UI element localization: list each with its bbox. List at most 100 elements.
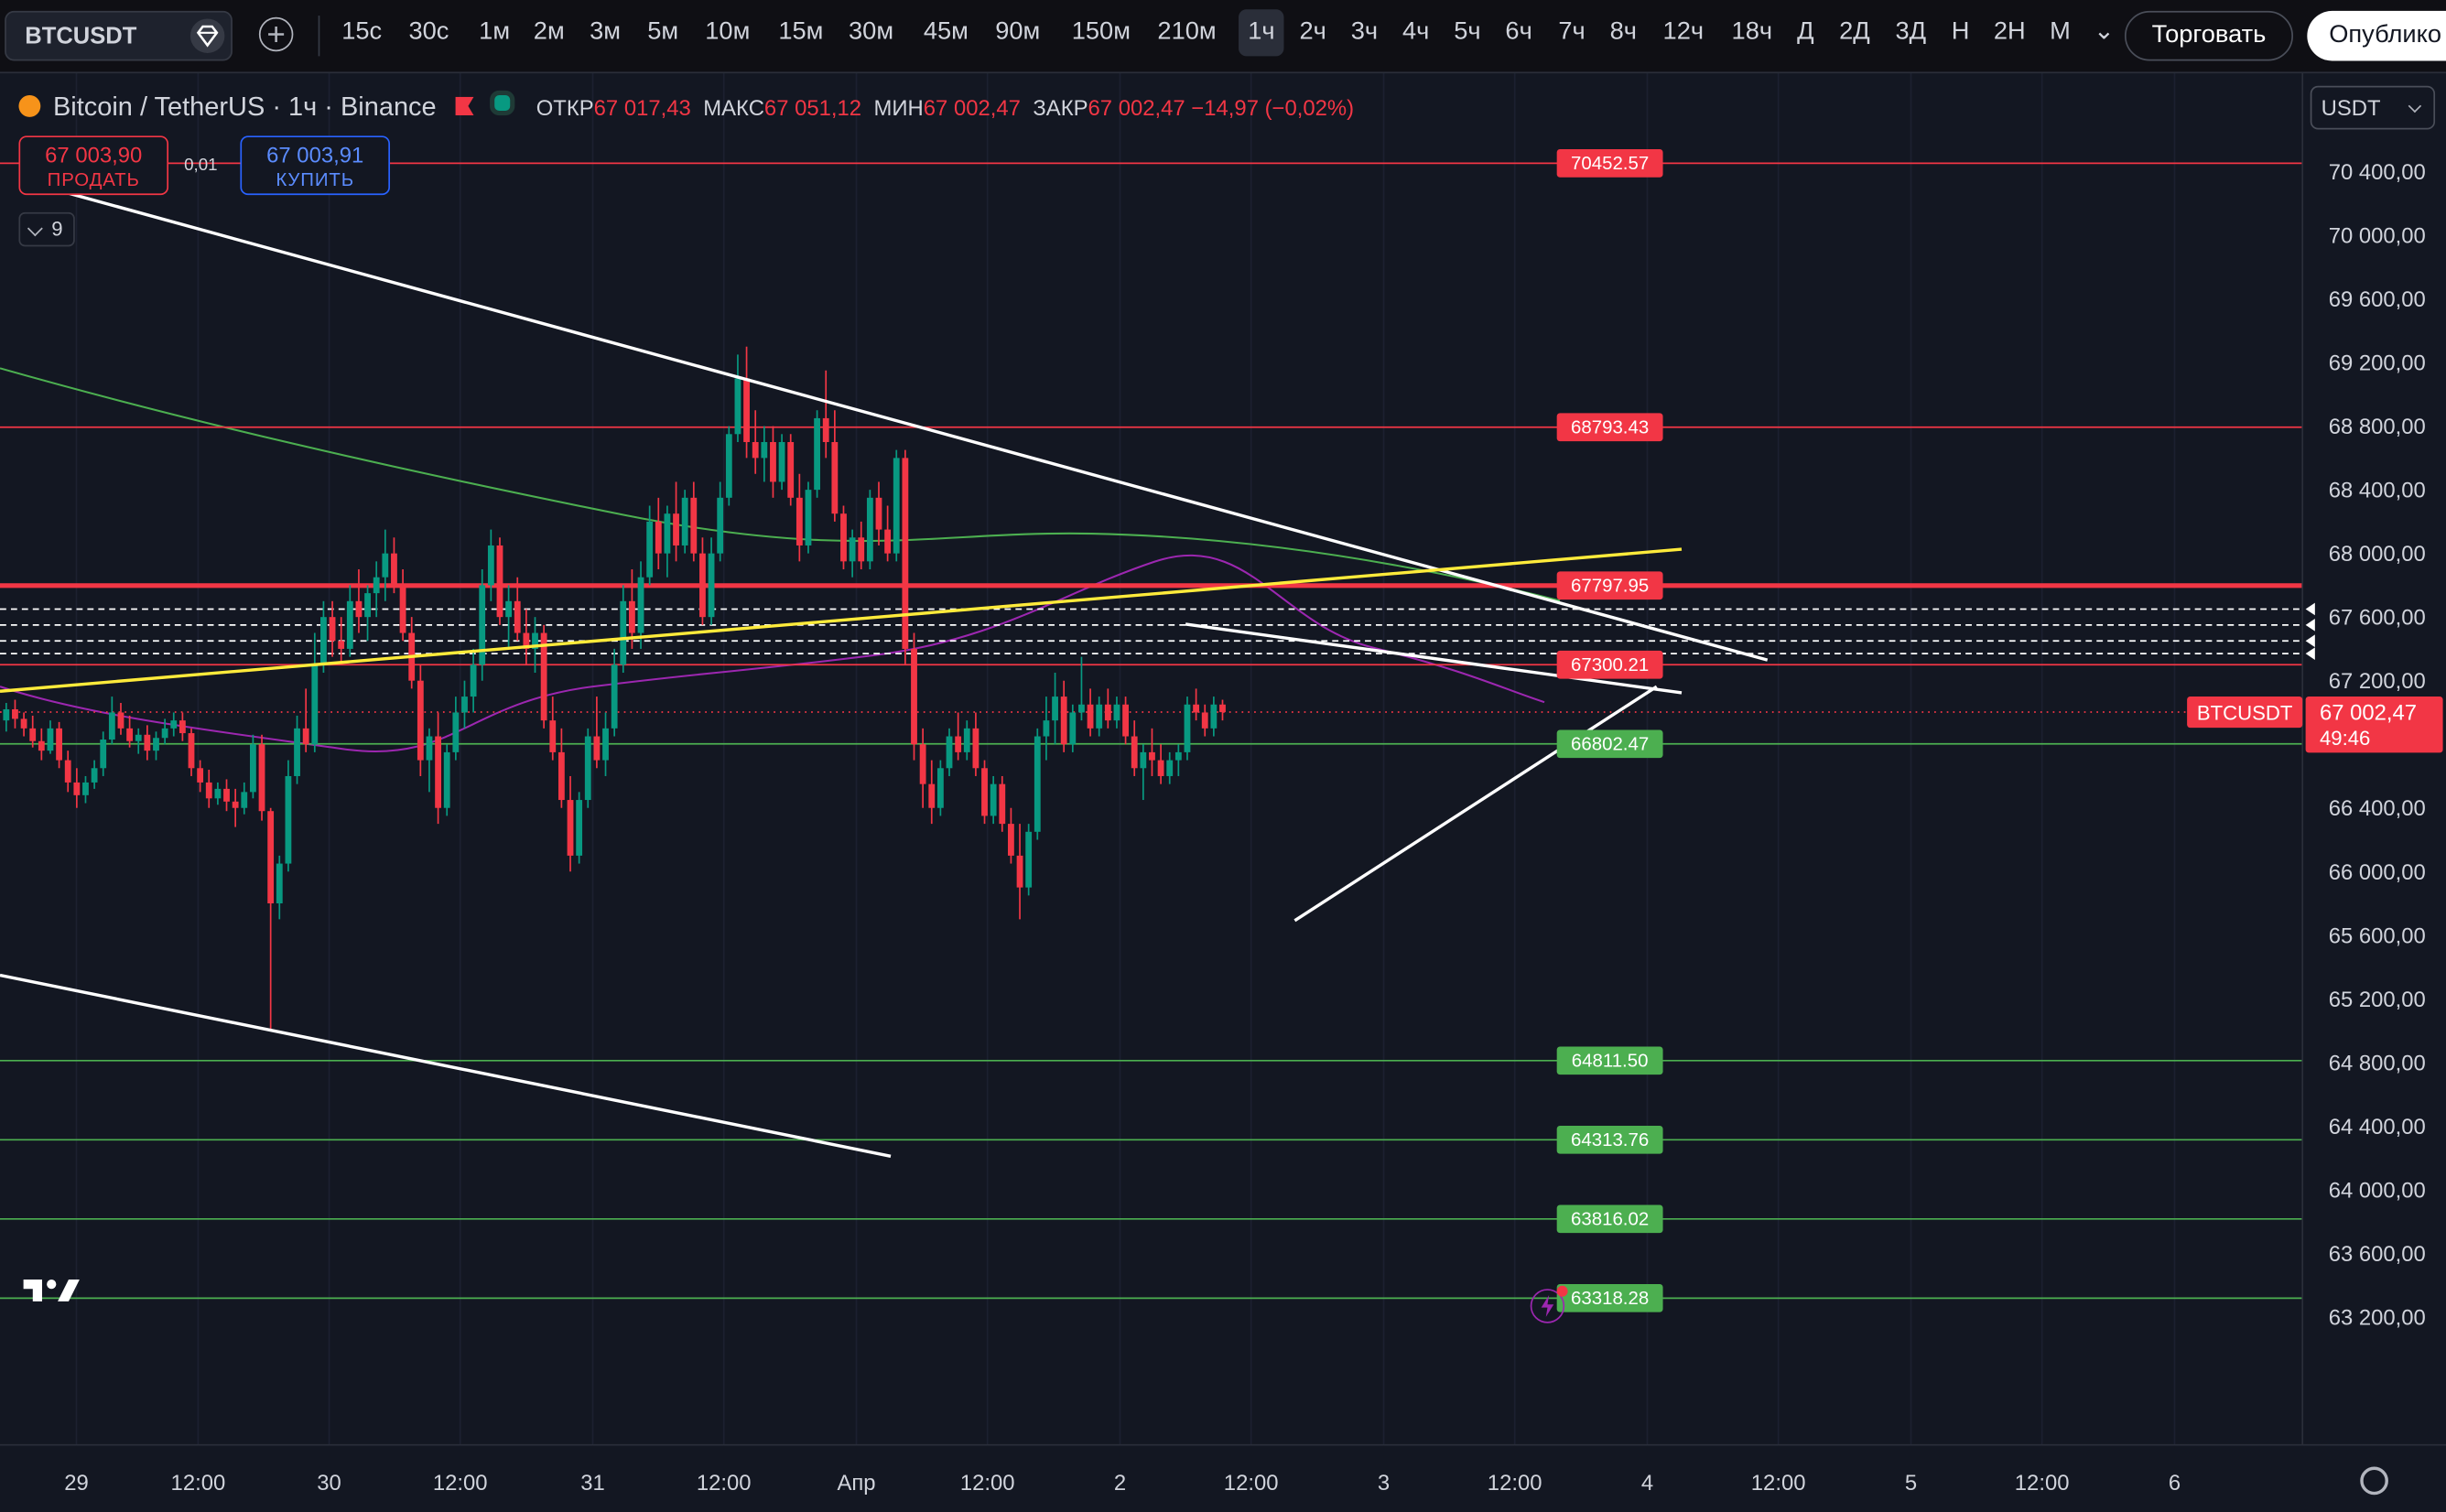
sell-button[interactable]: 67 003,90 ПРОДАТЬ [18,135,169,196]
timeframe-20[interactable]: 8ч [1609,18,1637,46]
time-tick-label: 3 [1378,1471,1390,1496]
price-tick-label: 68 400,00 [2329,479,2426,503]
time-tick-label: 2 [1114,1471,1126,1496]
last-price-value: 67 002,47 [2320,701,2417,726]
timeframe-15[interactable]: 3ч [1350,18,1379,46]
market-status-icon[interactable] [489,90,514,116]
timeframe-25[interactable]: 3Д [1895,18,1927,46]
dashed-level-marker [2305,619,2315,632]
candle-body [73,782,81,795]
symbol-title[interactable]: Bitcoin / TetherUS · 1ч · Binance [52,92,437,122]
tradingview-logo-icon[interactable] [23,1277,80,1305]
timeframe-7[interactable]: 15м [778,18,824,46]
candle-body [734,378,741,435]
level-badge [1556,149,1663,178]
candle-body [426,736,433,761]
symbol-search[interactable]: BTCUSDT [5,10,233,61]
timeframe-12[interactable]: 210м [1157,18,1217,46]
level-badge [1556,1125,1663,1154]
timeframe-23[interactable]: Д [1797,18,1814,46]
level-badge [1556,1283,1663,1312]
candle-body [276,863,283,904]
level-badge [1556,571,1663,600]
candle-body [955,736,962,752]
timeframe-13[interactable]: 1ч [1239,9,1284,57]
timeframe-9[interactable]: 45м [923,18,969,46]
spread-value: 0,01 [184,156,218,175]
currency-select[interactable]: USDT [2310,85,2436,130]
timeframe-10[interactable]: 90м [995,18,1041,46]
time-tick-label: 12:00 [697,1471,752,1496]
chevron-down-icon[interactable]: ⌄ [2093,18,2115,46]
time-tick-label: 12:00 [1751,1471,1806,1496]
candle-body [725,434,732,498]
open-value: 67 017,43 [593,94,691,121]
diamond-icon[interactable] [189,18,225,53]
compare-plus-icon[interactable] [258,16,294,52]
timeframe-28[interactable]: М [2050,18,2071,46]
buy-label: КУПИТЬ [276,168,354,190]
timeframe-19[interactable]: 7ч [1558,18,1586,46]
timeframe-21[interactable]: 12ч [1662,18,1705,46]
dashed-level-marker [2305,602,2315,616]
timeframe-24[interactable]: 2Д [1839,18,1870,46]
timeframe-8[interactable]: 30м [849,18,894,46]
timeframe-6[interactable]: 10м [705,18,751,46]
timeframe-2[interactable]: 1м [479,18,511,46]
candle-body [567,800,574,856]
close-value: 67 002,47 [1088,94,1185,121]
timeframe-26[interactable]: Н [1951,18,1970,46]
timeframe-0[interactable]: 15с [341,18,383,46]
candle-body [258,744,265,812]
candle-body [461,697,468,713]
countdown-value: 49:46 [2320,727,2370,750]
candle-body [12,708,18,719]
lightning-icon[interactable] [1530,1285,1568,1323]
price-tick-label: 63 200,00 [2329,1305,2426,1330]
timeframe-16[interactable]: 4ч [1402,18,1430,46]
settings-gear-icon[interactable] [2360,1466,2388,1496]
time-tick-label: 12:00 [433,1471,488,1496]
ma-purple-line [0,555,1545,753]
candle-body [602,728,609,761]
timeframe-1[interactable]: 30с [408,18,449,46]
price-tick-label: 64 000,00 [2329,1178,2426,1203]
candle-body [249,744,256,793]
timeframe-4[interactable]: 3м [590,18,622,46]
buy-button[interactable]: 67 003,91 КУПИТЬ [240,135,391,196]
timeframe-22[interactable]: 18ч [1731,18,1773,46]
level-badge-label: 66802.47 [1571,734,1649,755]
candle-body [1157,760,1164,776]
candle-body [1096,704,1103,729]
timeframe-11[interactable]: 150м [1071,18,1131,46]
timeframe-14[interactable]: 2ч [1299,18,1326,46]
level-badge-label: 67797.95 [1571,576,1649,597]
candle-body [1210,704,1218,729]
indicators-toggle[interactable]: 9 [18,211,75,247]
timeframe-27[interactable]: 2Н [1993,18,2026,46]
timeframe-3[interactable]: 2м [533,18,565,46]
candle-body [1104,704,1111,721]
timeframe-5[interactable]: 5м [647,18,679,46]
candle-body [3,708,10,721]
buy-price: 67 003,91 [266,142,364,167]
flag-icon[interactable] [455,96,474,116]
level-badge [1556,729,1663,759]
candle-body [108,712,115,740]
timeframe-18[interactable]: 6ч [1505,18,1532,46]
price-tick-label: 63 600,00 [2329,1242,2426,1267]
symbol-label: BTCUSDT [25,23,137,50]
level-badge-label: 64313.76 [1571,1129,1649,1150]
time-tick-label: 30 [317,1471,341,1496]
candle-body [875,497,882,530]
publish-button[interactable]: Опублико [2307,10,2446,61]
triangle-upper-line [1185,622,1683,695]
candle-body [294,728,300,776]
trade-button[interactable]: Торговать [2124,10,2293,61]
price-tick-label: 70 000,00 [2329,224,2426,249]
candle-body [56,728,62,761]
sell-label: ПРОДАТЬ [47,168,140,190]
timeframe-17[interactable]: 5ч [1454,18,1481,46]
